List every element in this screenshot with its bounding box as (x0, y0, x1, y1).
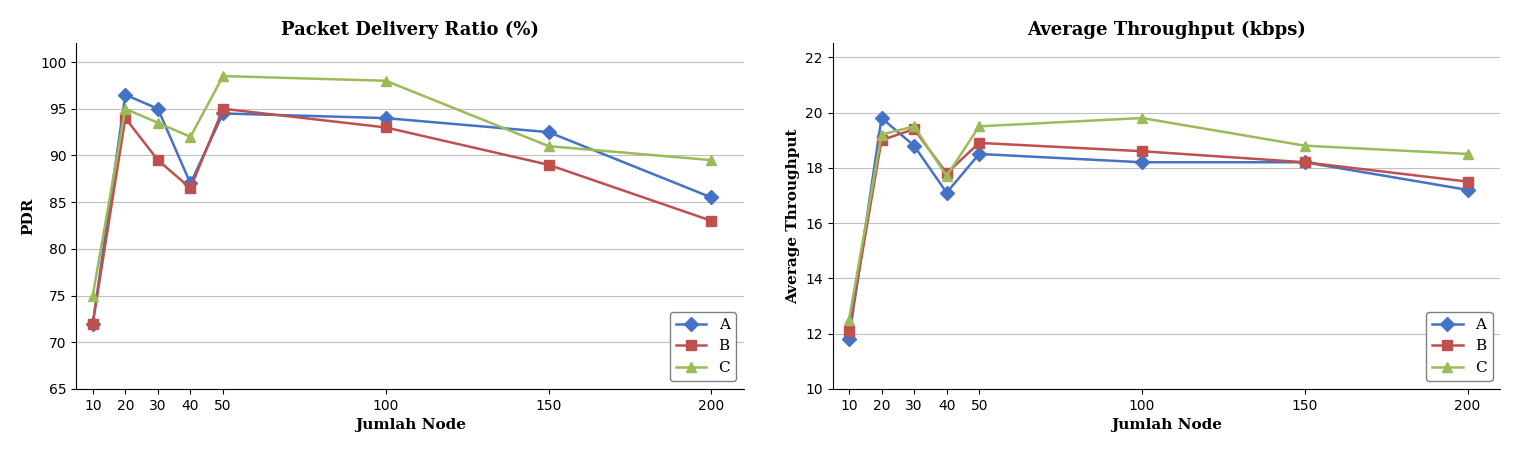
B (1459, 179, 1477, 184)
Y-axis label: Average Throughput: Average Throughput (786, 128, 800, 304)
Line: A: A (844, 113, 1472, 344)
B (970, 140, 989, 145)
B (1296, 159, 1314, 165)
B (840, 328, 858, 333)
C (905, 124, 923, 129)
C (181, 134, 199, 140)
C (1296, 143, 1314, 149)
A (873, 116, 891, 121)
C (703, 157, 721, 163)
B (181, 185, 199, 191)
A (377, 116, 395, 121)
Legend: A, B, C: A, B, C (1425, 312, 1492, 381)
A (840, 337, 858, 342)
B (905, 126, 923, 132)
Legend: A, B, C: A, B, C (669, 312, 736, 381)
A (116, 92, 134, 97)
B (703, 218, 721, 223)
C (873, 132, 891, 137)
X-axis label: Jumlah Node: Jumlah Node (354, 418, 465, 432)
A (937, 190, 955, 195)
A (1296, 159, 1314, 165)
Line: B: B (88, 104, 716, 328)
A (970, 151, 989, 157)
Line: A: A (88, 90, 716, 328)
B (937, 171, 955, 176)
A (905, 143, 923, 149)
C (937, 173, 955, 179)
A (84, 321, 102, 326)
X-axis label: Jumlah Node: Jumlah Node (1110, 418, 1221, 432)
Title: Packet Delivery Ratio (%): Packet Delivery Ratio (%) (281, 21, 540, 39)
B (873, 137, 891, 143)
Line: B: B (844, 124, 1472, 336)
B (116, 116, 134, 121)
B (214, 106, 233, 111)
C (1459, 151, 1477, 157)
C (116, 106, 134, 111)
A (149, 106, 167, 111)
B (84, 321, 102, 326)
Line: C: C (88, 71, 716, 300)
C (149, 120, 167, 125)
Line: C: C (844, 113, 1472, 325)
A (181, 181, 199, 186)
C (84, 293, 102, 298)
C (540, 144, 558, 149)
C (1133, 116, 1151, 121)
Title: Average Throughput (kbps): Average Throughput (kbps) (1027, 21, 1307, 39)
B (149, 157, 167, 163)
A (1459, 187, 1477, 193)
A (1133, 159, 1151, 165)
B (1133, 149, 1151, 154)
A (703, 195, 721, 200)
Y-axis label: PDR: PDR (21, 198, 35, 235)
C (840, 317, 858, 323)
C (214, 73, 233, 79)
B (377, 125, 395, 130)
B (540, 162, 558, 168)
C (970, 124, 989, 129)
A (214, 111, 233, 116)
A (540, 130, 558, 135)
C (377, 78, 395, 83)
